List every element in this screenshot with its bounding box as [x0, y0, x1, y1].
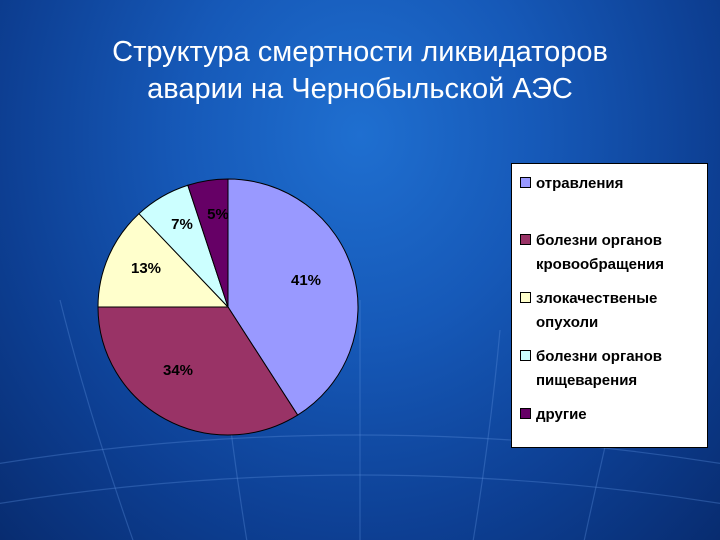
legend-swatch-circulatory [520, 234, 531, 245]
legend-swatch-other [520, 408, 531, 419]
legend-label-tumors: злокачественые опухоли [536, 287, 657, 335]
slice-label-tumors: 13% [131, 260, 161, 277]
legend-swatch-poisoning [520, 177, 531, 188]
slice-label-circulatory: 34% [163, 362, 193, 379]
slice-label-poisoning: 41% [291, 272, 321, 289]
legend-label-line: болезни органов [536, 348, 662, 365]
pie-slice-other [187, 178, 229, 308]
pie-slice-poisoning [227, 178, 359, 416]
legend-item-poisoning: отравления [520, 172, 701, 196]
legend-swatch-tumors [520, 292, 531, 303]
page-title: Структура смертности ликвидаторов аварии… [0, 34, 720, 108]
title-line-1: Структура смертности ликвидаторов [112, 36, 608, 68]
legend-label-line: злокачественые [536, 290, 658, 307]
legend-label-poisoning: отравления [536, 172, 623, 196]
pie-slice-tumors [97, 212, 230, 308]
legend-label-line: отравления [536, 175, 624, 192]
pie-slice-circulatory [97, 306, 299, 436]
legend-label-other: другие [536, 403, 587, 427]
title-line-2: аварии на Чернобыльской АЭС [147, 73, 573, 105]
legend-label-circulatory: болезни органов кровообращения [536, 229, 664, 277]
legend-swatch-digestive [520, 350, 531, 361]
legend-item-other: другие [520, 403, 701, 427]
slice-label-digestive: 7% [171, 216, 193, 233]
legend-label-digestive: болезни органов пищеварения [536, 345, 662, 393]
legend-label-line: пищеварения [536, 372, 638, 389]
legend-label-line: кровообращения [536, 256, 664, 273]
legend-item-tumors: злокачественые опухоли [520, 287, 701, 335]
legend-label-line: болезни органов [536, 232, 662, 249]
legend: отравления болезни органов кровообращени… [511, 163, 708, 448]
legend-item-circulatory: болезни органов кровообращения [520, 229, 701, 277]
legend-label-line: опухоли [536, 314, 599, 331]
slice-label-other: 5% [207, 206, 229, 223]
legend-item-digestive: болезни органов пищеварения [520, 345, 701, 393]
legend-label-line: другие [536, 406, 587, 423]
